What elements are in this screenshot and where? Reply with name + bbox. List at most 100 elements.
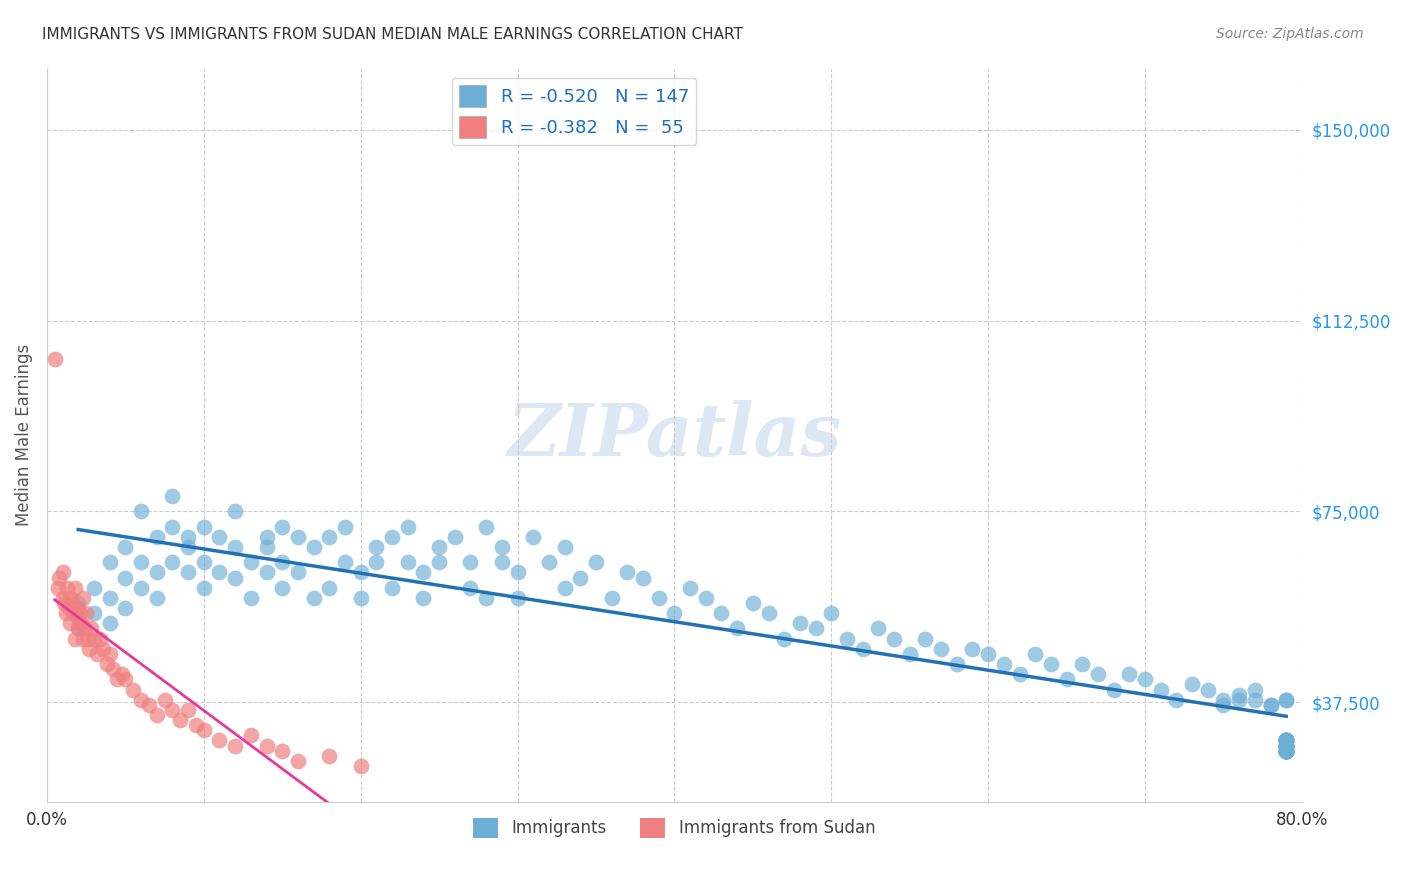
Point (1166, 692, 1188, 706)
Point (585, 555, 607, 569)
Point (1275, 739, 1298, 753)
Point (44, 351, 66, 366)
Point (83, 632, 105, 646)
Point (56, 581, 79, 595)
Point (318, 748, 340, 763)
Point (1275, 739, 1298, 753)
Point (443, 530, 465, 544)
Point (177, 566, 200, 580)
Point (70, 616, 93, 631)
Point (98, 555, 121, 569)
Point (122, 682, 145, 697)
Point (224, 571, 246, 585)
Point (129, 692, 152, 706)
Point (271, 744, 294, 758)
Point (460, 555, 482, 569)
Point (73, 622, 96, 636)
Point (83, 606, 105, 620)
Point (287, 566, 309, 580)
Point (193, 519, 215, 533)
Point (1118, 667, 1140, 681)
Point (1056, 673, 1078, 687)
Point (114, 540, 136, 554)
Point (427, 540, 450, 554)
Point (1133, 673, 1156, 687)
Point (52, 566, 75, 580)
Point (48, 571, 70, 585)
Point (1212, 692, 1234, 706)
Point (1071, 657, 1094, 672)
Point (1275, 739, 1298, 753)
Point (138, 698, 160, 712)
Point (1260, 698, 1282, 712)
Point (63, 632, 86, 646)
Point (271, 555, 294, 569)
Point (77, 641, 100, 656)
Point (852, 641, 875, 656)
Point (600, 591, 623, 605)
Point (491, 555, 513, 569)
Point (58, 601, 80, 615)
Point (75, 606, 97, 620)
Point (208, 733, 231, 747)
Point (1212, 698, 1234, 712)
Text: Source: ZipAtlas.com: Source: ZipAtlas.com (1216, 27, 1364, 41)
Point (725, 622, 748, 636)
Point (1243, 682, 1265, 697)
Point (1275, 744, 1298, 758)
Point (96, 657, 118, 672)
Point (1150, 682, 1173, 697)
Point (758, 606, 780, 620)
Point (129, 555, 152, 569)
Point (820, 606, 842, 620)
Point (114, 601, 136, 615)
Point (789, 616, 811, 631)
Point (1197, 682, 1219, 697)
Legend: Immigrants, Immigrants from Sudan: Immigrants, Immigrants from Sudan (467, 811, 882, 845)
Point (98, 591, 121, 605)
Point (67, 622, 90, 636)
Point (537, 555, 560, 569)
Point (302, 591, 325, 605)
Point (145, 591, 167, 605)
Point (1275, 733, 1298, 747)
Point (193, 723, 215, 738)
Point (929, 641, 952, 656)
Point (162, 703, 184, 717)
Point (169, 713, 191, 727)
Text: ZIPatlas: ZIPatlas (508, 400, 841, 471)
Point (98, 616, 121, 631)
Point (177, 703, 200, 717)
Point (1243, 692, 1265, 706)
Point (554, 581, 576, 595)
Point (59, 591, 82, 605)
Point (868, 622, 890, 636)
Point (1087, 667, 1109, 681)
Point (162, 519, 184, 533)
Point (67, 611, 90, 625)
Point (224, 540, 246, 554)
Point (318, 530, 340, 544)
Point (1275, 739, 1298, 753)
Point (1275, 733, 1298, 747)
Point (522, 530, 544, 544)
Point (239, 591, 262, 605)
Point (914, 632, 936, 646)
Point (239, 555, 262, 569)
Point (80, 622, 103, 636)
Point (256, 566, 278, 580)
Point (804, 622, 827, 636)
Point (1275, 733, 1298, 747)
Point (475, 591, 498, 605)
Point (506, 566, 529, 580)
Point (1275, 692, 1298, 706)
Point (76, 632, 98, 646)
Point (89, 632, 111, 646)
Point (1275, 744, 1298, 758)
Point (69, 606, 91, 620)
Point (193, 555, 215, 569)
Point (162, 555, 184, 569)
Point (1275, 739, 1298, 753)
Point (631, 571, 654, 585)
Point (993, 657, 1015, 672)
